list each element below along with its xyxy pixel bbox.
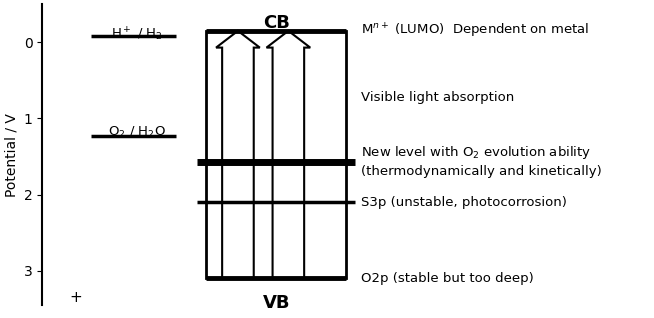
Text: Visible light absorption: Visible light absorption	[361, 91, 515, 104]
Text: VB: VB	[262, 294, 290, 312]
Text: O2p (stable but too deep): O2p (stable but too deep)	[361, 272, 534, 285]
Text: M$^{n+}$ (LUMO)  Dependent on metal: M$^{n+}$ (LUMO) Dependent on metal	[361, 22, 590, 40]
Text: CB: CB	[263, 14, 290, 32]
Text: (thermodynamically and kinetically): (thermodynamically and kinetically)	[361, 165, 602, 178]
Text: H$^+$ / H$_2$: H$^+$ / H$_2$	[111, 25, 162, 43]
Y-axis label: Potential / V: Potential / V	[4, 113, 18, 197]
Text: +: +	[69, 290, 82, 305]
Text: S3p (unstable, photocorrosion): S3p (unstable, photocorrosion)	[361, 196, 567, 209]
Text: O$_2$ / H$_2$O: O$_2$ / H$_2$O	[108, 125, 165, 140]
Text: New level with O$_2$ evolution ability: New level with O$_2$ evolution ability	[361, 144, 591, 161]
FancyArrow shape	[216, 31, 260, 279]
FancyArrow shape	[266, 31, 310, 279]
